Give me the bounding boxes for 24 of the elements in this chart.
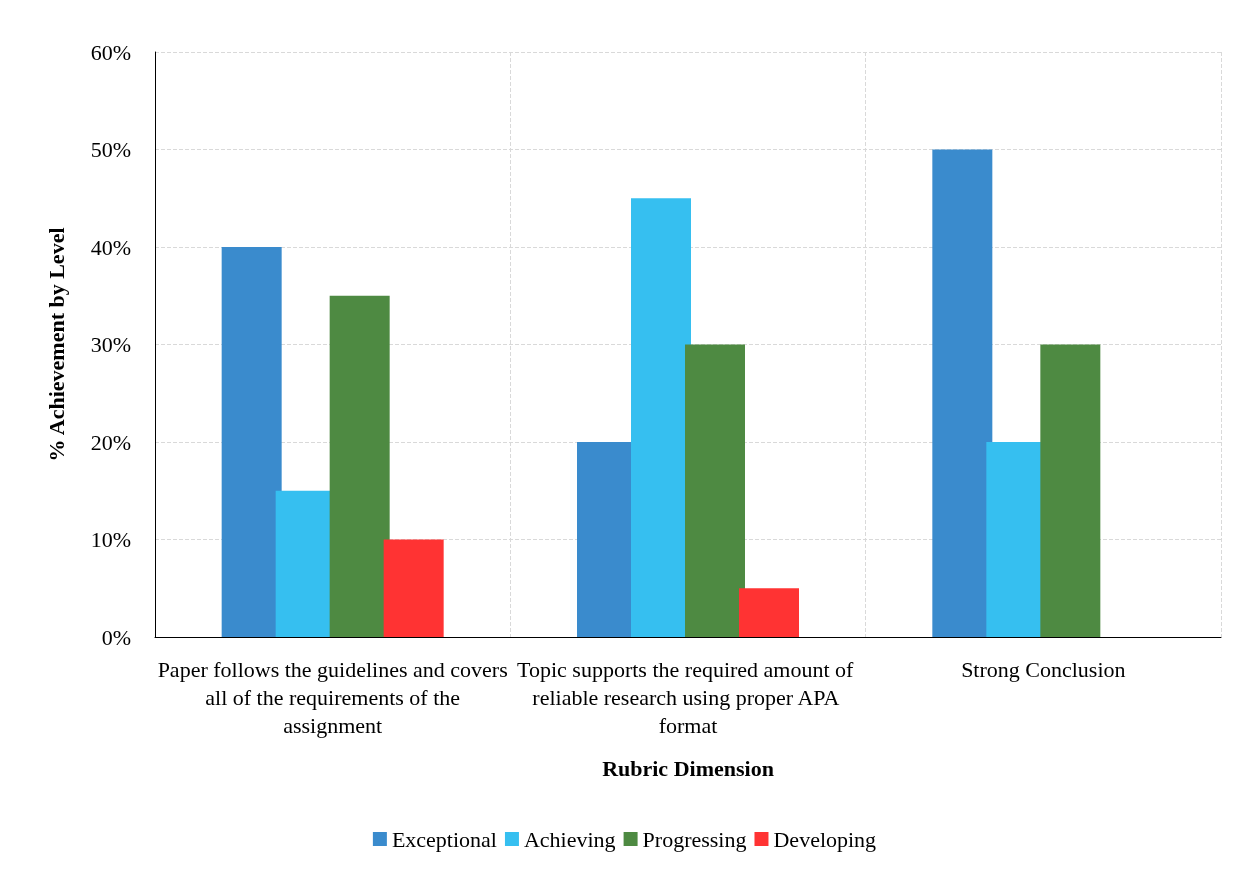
y-tick-label: 30% — [90, 332, 131, 357]
legend-label: Exceptional — [391, 826, 497, 852]
legend-label: Progressing — [642, 826, 747, 852]
y-tick-label: 50% — [90, 137, 131, 162]
bar — [383, 539, 444, 637]
y-tick-label: 60% — [90, 39, 131, 65]
bar — [1040, 344, 1101, 637]
legend-label: Achieving — [523, 826, 616, 852]
bar — [221, 247, 282, 637]
x-tick-label: Paper follows the guidelines and covers all of the requirements of the assignment — [157, 656, 508, 738]
bar — [932, 149, 993, 637]
x-axis-title: Rubric Dimension — [602, 755, 774, 781]
x-tick-label: Topic supports the required amount of reliable research using proper APA format — [517, 656, 859, 738]
bar — [685, 344, 745, 637]
y-tick-label: 0% — [101, 624, 131, 650]
y-axis-title: % Achievement by Level — [43, 227, 69, 462]
x-tick-label: Strong Conclusion — [961, 656, 1126, 682]
bar — [631, 198, 691, 637]
y-tick-label: 20% — [90, 429, 131, 455]
bar — [739, 588, 799, 637]
bar — [329, 295, 390, 637]
legend-label: Developing — [773, 826, 877, 852]
y-tick-label: 10% — [90, 527, 131, 552]
y-tick-label: 40% — [90, 234, 131, 260]
